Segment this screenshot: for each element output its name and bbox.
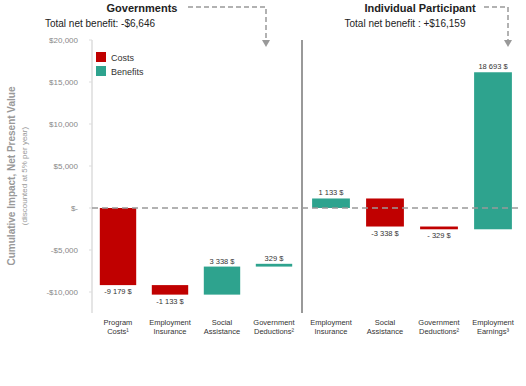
- data-label: -3 338 $: [371, 229, 399, 238]
- y-axis-line: [91, 40, 93, 313]
- chart-subtitle: Total net benefit : +$16,159: [345, 18, 466, 29]
- y-tick-label: $-: [71, 204, 78, 213]
- category-label: EmploymentInsurance: [149, 318, 192, 336]
- category-label: EmploymentInsurance: [310, 318, 353, 336]
- data-label: 1 133 $: [318, 188, 344, 197]
- data-label: 329 $: [265, 254, 285, 263]
- bar: [256, 264, 292, 267]
- legend-swatch: [96, 52, 106, 62]
- data-label: 18 693 $: [478, 62, 508, 71]
- bar-group: [312, 72, 512, 229]
- category-label: GovernmentDeductions²: [418, 318, 460, 336]
- bar: [100, 208, 136, 285]
- data-label: - 329 $: [427, 231, 451, 240]
- bar-group: [100, 208, 292, 295]
- y-tick-label: -$5,000: [51, 246, 79, 255]
- y-tick: [89, 250, 92, 251]
- chart-root: Governments Total net benefit: -$6,646 Cum…: [0, 0, 526, 386]
- zero-line: [92, 207, 300, 209]
- y-tick-label: $5,000: [54, 162, 79, 171]
- pointer-arrow: [188, 7, 266, 40]
- zero-line: [302, 207, 520, 209]
- bar: [204, 267, 240, 295]
- category-label: EmploymentEarnings³: [472, 318, 515, 336]
- y-tick: [89, 166, 92, 167]
- data-label-group: 1 133 $ -3 338 $ - 329 $ 18 693 $: [318, 62, 508, 240]
- bar: [152, 285, 188, 295]
- y-tick-label: -$10,000: [46, 288, 78, 297]
- bar: [474, 72, 512, 229]
- legend-swatch: [96, 66, 106, 76]
- bar: [420, 227, 458, 230]
- y-tick: [89, 124, 92, 125]
- category-label: GovernmentDeductions²: [253, 318, 295, 336]
- y-axis-title: Cumulative Impact, Net Present Value: [6, 86, 17, 265]
- chart-title: Individual Participant: [364, 2, 476, 14]
- pointer-arrow: [484, 7, 508, 40]
- y-tick-label: $20,000: [49, 36, 78, 45]
- y-tick-label: $15,000: [49, 78, 78, 87]
- chart-subtitle: Total net benefit: -$6,646: [45, 18, 156, 29]
- data-label-group: -9 179 $ -1 133 $ 3 338 $ 329 $: [104, 254, 284, 306]
- y-axis-note: (discounted at 5% per year): [20, 127, 29, 226]
- chart-panel: Individual Participant Total net benefit …: [302, 2, 520, 336]
- bar: [312, 198, 350, 208]
- chart-panel: Governments Total net benefit: -$6,646 Cum…: [6, 2, 300, 336]
- y-axis-line: [301, 40, 303, 313]
- category-label: ProgramCosts¹: [104, 318, 133, 336]
- pointer-arrowhead: [262, 40, 270, 47]
- category-label: SocialAssistance: [204, 318, 240, 336]
- legend-label: Benefits: [111, 67, 144, 77]
- y-tick: [89, 208, 92, 209]
- bar: [366, 198, 404, 226]
- y-tick-label: $10,000: [49, 120, 78, 129]
- data-label: -9 179 $: [104, 287, 132, 296]
- y-tick: [89, 82, 92, 83]
- legend-label: Costs: [111, 53, 135, 63]
- data-label: 3 338 $: [209, 257, 235, 266]
- pointer-arrowhead: [504, 40, 512, 47]
- y-tick: [89, 292, 92, 293]
- y-tick: [89, 40, 92, 41]
- data-label: -1 133 $: [156, 297, 184, 306]
- chart-title: Governments: [107, 2, 178, 14]
- category-label: SocialAssistance: [367, 318, 403, 336]
